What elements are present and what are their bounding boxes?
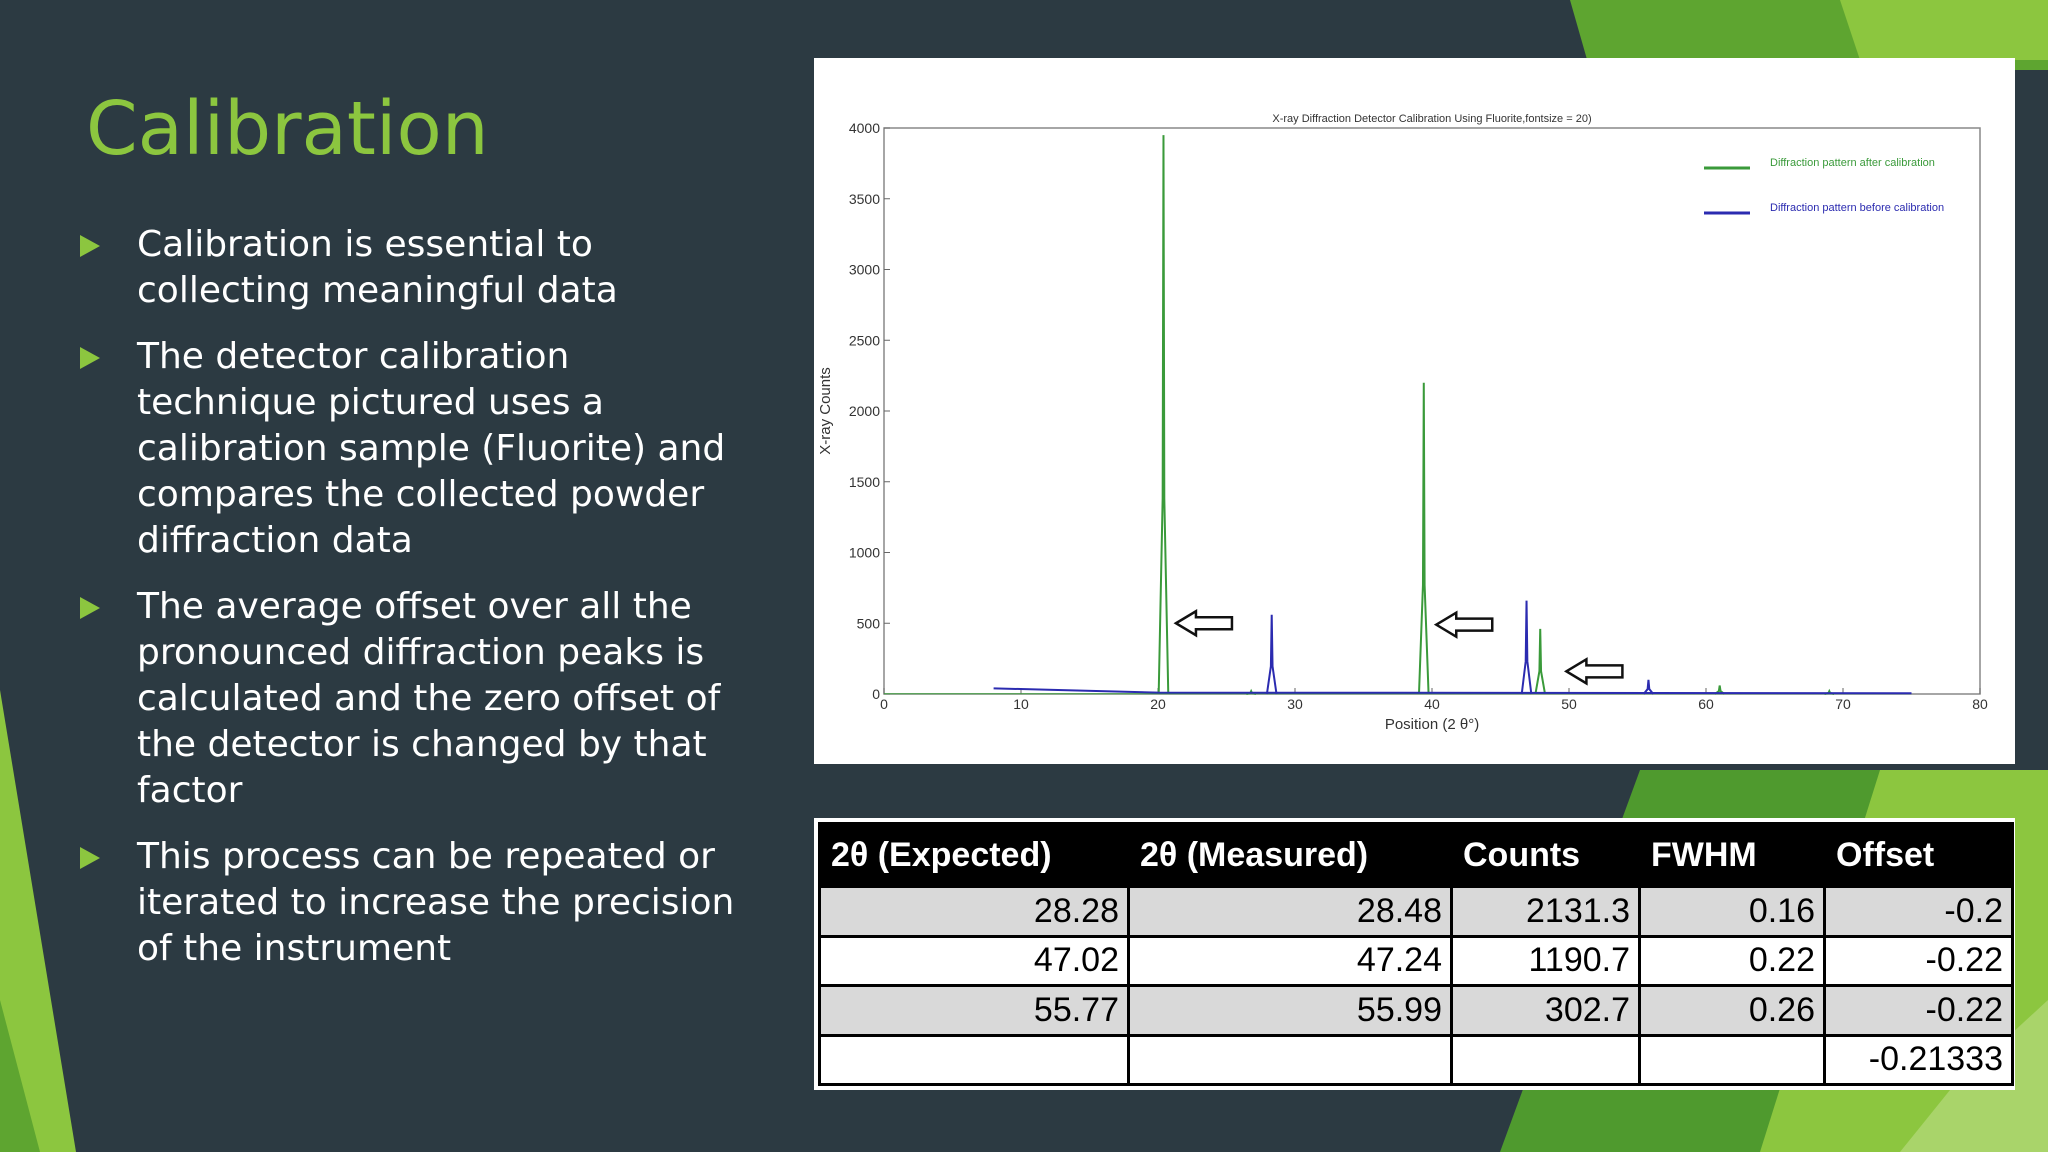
y-tick-label: 2500 [849,332,880,348]
bullet-arrow-icon [80,847,100,869]
header-fwhm: FWHM [1638,822,1826,888]
y-tick-label: 4000 [849,120,880,136]
table-cell [1638,1033,1826,1086]
bullet-arrow-icon [80,347,100,369]
series-1-peak [1642,679,1655,695]
x-tick-label: 50 [1561,696,1577,712]
x-tick-label: 20 [1150,696,1166,712]
bullet-text: This process can be repeated or iterated… [137,836,735,969]
series-0-peak [1534,628,1547,695]
x-tick-label: 30 [1287,696,1303,712]
series-0-peak [1417,382,1430,695]
table-cell: 55.99 [1127,984,1453,1037]
chart-title: X-ray Diffraction Detector Calibration U… [1272,113,1591,125]
table-cell: 0.26 [1638,984,1826,1037]
table-cell: 0.22 [1638,934,1826,987]
x-tick-label: 60 [1698,696,1714,712]
x-tick-label: 0 [880,696,888,712]
table-cell: -0.21333 [1823,1033,2014,1086]
x-tick-label: 10 [1013,696,1029,712]
series-1-peak [1520,600,1533,695]
header-counts: Counts [1450,822,1641,888]
table-cell: -0.22 [1823,934,2014,987]
x-tick-label: 80 [1972,696,1988,712]
series-0-peak [1714,685,1726,695]
results-table: 2θ (Expected) 2θ (Measured) Counts FWHM … [818,822,2014,1086]
series-1-baseline [993,687,1912,695]
header-offset: Offset [1823,822,2014,888]
chart-panel: X-ray Diffraction Detector Calibration U… [814,58,2015,764]
bullet-text: Calibration is essential to collecting m… [137,224,618,311]
bullet-item: The average offset over all the pronounc… [80,584,760,814]
series-0-peak [1157,135,1170,695]
table-cell: 0.16 [1638,885,1826,938]
table-cell: -0.2 [1823,885,2014,938]
bullet-text: The detector calibration technique pictu… [137,336,726,561]
header-expected: 2θ (Expected) [818,822,1130,888]
y-tick-label: 2000 [849,403,880,419]
y-tick-label: 1000 [849,545,880,561]
table-row: 28.28 28.48 2131.3 0.16 -0.2 [818,885,2014,938]
bullet-list: Calibration is essential to collecting m… [80,222,760,992]
slide-title: Calibration [86,86,489,172]
left-arrow-icon [1563,657,1624,686]
bullet-text: The average offset over all the pronounc… [137,586,721,811]
y-tick-label: 3500 [849,191,880,207]
table-row: -0.21333 [818,1033,2014,1086]
y-tick-label: 3000 [849,262,880,278]
left-arrow-icon [1173,609,1234,638]
bullet-item: This process can be repeated or iterated… [80,834,760,972]
table-cell: 55.77 [818,984,1130,1037]
table-cell: -0.22 [1823,984,2014,1037]
y-tick-label: 1500 [849,474,880,490]
table-cell [1450,1033,1641,1086]
table-cell: 2131.3 [1450,885,1641,938]
y-tick-label: 0 [872,686,880,702]
table-cell [1127,1033,1453,1086]
header-measured: 2θ (Measured) [1127,822,1453,888]
diffraction-chart: X-ray Diffraction Detector Calibration U… [817,113,1988,733]
table-row: 47.02 47.24 1190.7 0.22 -0.22 [818,934,2014,987]
table-row: 55.77 55.99 302.7 0.26 -0.22 [818,984,2014,1037]
legend-label: Diffraction pattern after calibration [1770,157,1935,169]
table-cell: 28.28 [818,885,1130,938]
table-cell: 302.7 [1450,984,1641,1037]
table-cell: 47.24 [1127,934,1453,987]
left-arrow-icon [1433,610,1494,639]
series-1-peak [1265,614,1278,695]
table-cell: 47.02 [818,934,1130,987]
bullet-item: Calibration is essential to collecting m… [80,222,760,314]
legend-label: Diffraction pattern before calibration [1770,202,1944,214]
table-cell [818,1033,1130,1086]
results-table-panel: 2θ (Expected) 2θ (Measured) Counts FWHM … [814,818,2015,1090]
bullet-arrow-icon [80,597,100,619]
y-axis-label: X-ray Counts [817,367,834,455]
table-cell: 28.48 [1127,885,1453,938]
bullet-item: The detector calibration technique pictu… [80,334,760,564]
y-tick-label: 500 [857,615,881,631]
table-header-row: 2θ (Expected) 2θ (Measured) Counts FWHM … [818,822,2014,888]
x-tick-label: 40 [1424,696,1440,712]
x-axis-label: Position (2 θ°) [1385,716,1479,733]
table-cell: 1190.7 [1450,934,1641,987]
x-tick-label: 70 [1835,696,1851,712]
bullet-arrow-icon [80,235,100,257]
